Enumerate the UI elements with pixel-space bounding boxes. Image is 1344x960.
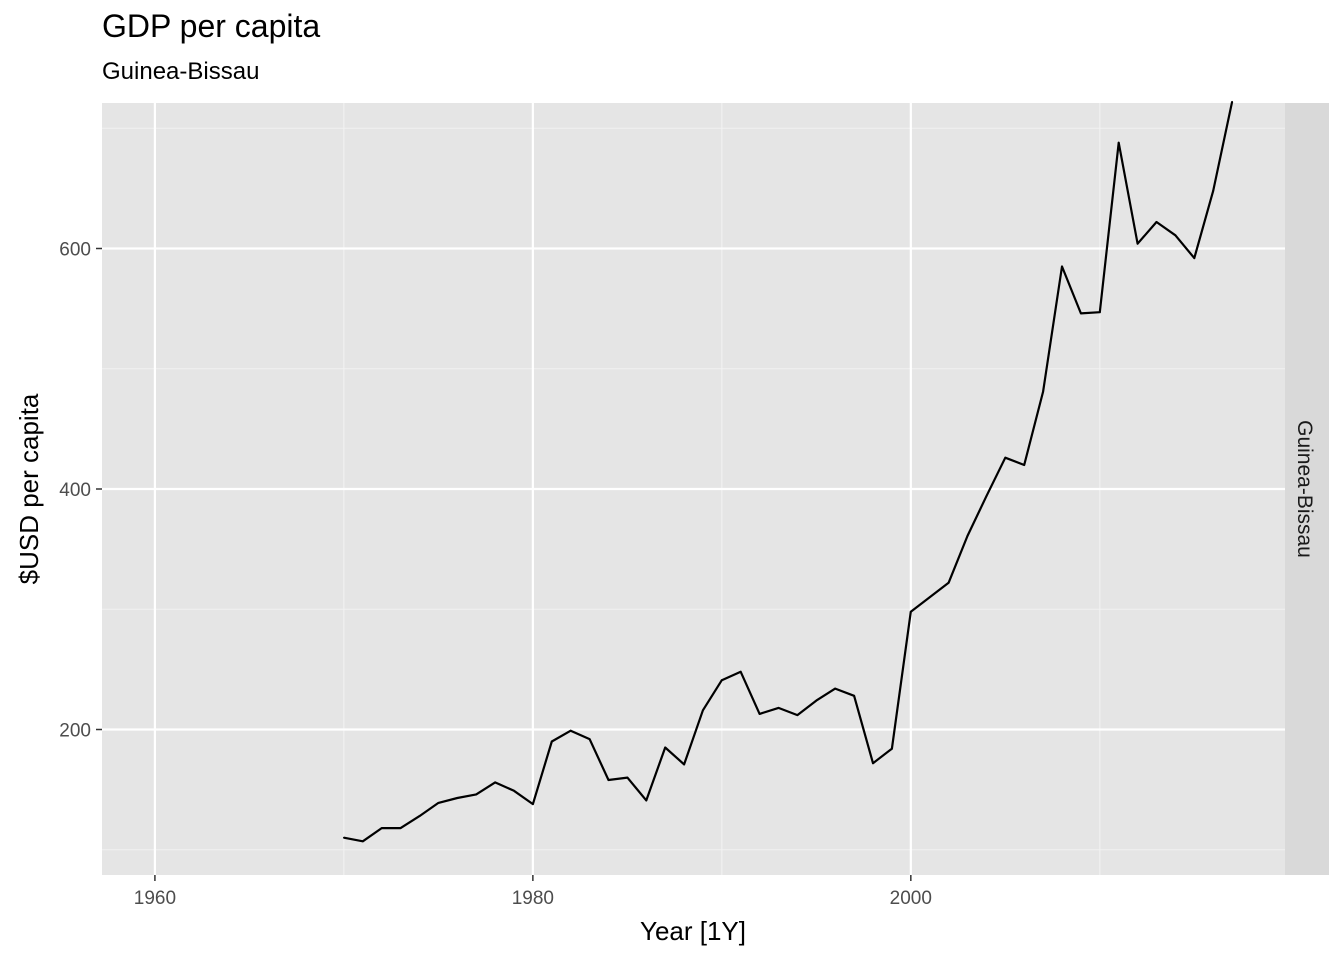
data-point xyxy=(1212,189,1215,192)
data-point xyxy=(1042,390,1044,393)
x-axis: 1960 1980 2000 xyxy=(134,875,932,909)
data-point xyxy=(418,815,421,817)
data-point xyxy=(909,610,912,613)
data-point xyxy=(475,793,478,796)
minor-gridlines xyxy=(102,103,1285,875)
data-point xyxy=(739,670,742,673)
data-point xyxy=(758,713,761,715)
data-point xyxy=(399,827,402,829)
y-tick-label: 400 xyxy=(59,480,91,501)
data-point xyxy=(645,799,648,802)
data-point xyxy=(834,687,837,690)
data-point xyxy=(928,596,931,599)
data-point xyxy=(683,763,685,766)
x-tick-label: 1980 xyxy=(512,888,554,909)
data-point xyxy=(947,581,950,584)
data-point xyxy=(702,709,704,712)
data-point xyxy=(513,789,515,792)
y-axis: 200 400 600 xyxy=(59,240,102,741)
chart-subtitle: Guinea-Bissau xyxy=(102,58,260,85)
data-point xyxy=(588,738,591,740)
x-tick-label: 2000 xyxy=(890,888,932,909)
data-point xyxy=(607,779,610,781)
data-point xyxy=(872,762,874,765)
data-point xyxy=(494,781,496,784)
data-point xyxy=(815,699,818,702)
data-point xyxy=(550,740,553,743)
data-point xyxy=(1193,257,1196,259)
facet-strip xyxy=(1285,103,1329,875)
data-point xyxy=(1061,265,1063,268)
data-point xyxy=(985,495,988,498)
data-point xyxy=(720,679,723,682)
data-point xyxy=(361,840,364,843)
data-point xyxy=(891,747,893,750)
data-point xyxy=(796,714,799,716)
data-point xyxy=(569,729,572,732)
data-point xyxy=(1117,141,1120,144)
data-point xyxy=(456,797,459,799)
major-gridlines xyxy=(102,103,1285,875)
data-point xyxy=(1080,312,1082,315)
data-point xyxy=(1155,221,1158,223)
data-point xyxy=(1004,456,1007,459)
data-point xyxy=(343,836,345,839)
chart-title: GDP per capita xyxy=(102,8,321,44)
y-tick-label: 200 xyxy=(59,720,91,741)
data-point xyxy=(532,803,534,805)
data-point xyxy=(966,535,969,537)
data-point xyxy=(1136,242,1139,245)
data-point xyxy=(664,746,667,749)
x-axis-title: Year [1Y] xyxy=(640,916,746,946)
x-tick-label: 1960 xyxy=(134,888,176,909)
data-point xyxy=(437,802,440,804)
data-point xyxy=(626,776,629,779)
data-point xyxy=(777,707,780,709)
data-point xyxy=(1098,311,1101,314)
data-point xyxy=(1231,100,1233,103)
data-point xyxy=(1023,464,1026,466)
y-tick-label: 600 xyxy=(59,240,91,261)
y-axis-title: $USD per capita xyxy=(14,393,44,584)
data-point xyxy=(380,827,383,829)
data-points xyxy=(343,100,1233,843)
data-point xyxy=(853,694,855,697)
data-point xyxy=(1174,234,1177,237)
series-line xyxy=(343,101,1234,843)
facet-strip-label: Guinea-Bissau xyxy=(1293,420,1316,558)
